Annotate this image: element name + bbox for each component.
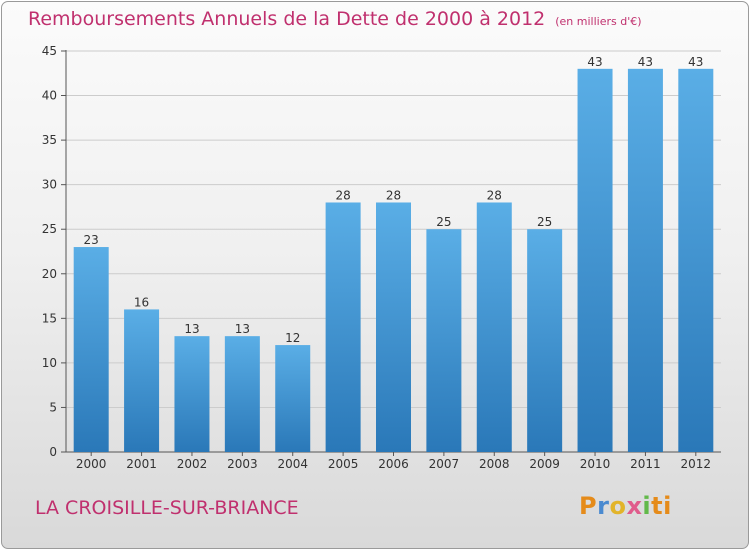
proxiti-logo: Proxiti [579,492,672,520]
bar [527,229,563,452]
commune-name: LA CROISILLE-SUR-BRIANCE [35,497,299,519]
bar [73,247,109,452]
unit-note: (en milliers d'€) [555,15,642,28]
y-tick-label: 5 [49,400,57,414]
y-tick-label: 25 [42,222,57,236]
brand-letter: i [663,492,672,520]
brand-letter: P [579,492,598,520]
x-tick-label: 2009 [529,457,560,471]
x-tick-label: 2011 [630,457,661,471]
x-tick-label: 2004 [277,457,308,471]
brand-letter: o [609,492,627,520]
x-tick-label: 2002 [177,457,208,471]
x-tick-label: 2008 [479,457,510,471]
data-label: 12 [285,331,300,345]
x-tick-label: 2001 [126,457,157,471]
data-label: 13 [235,322,250,336]
y-tick-label: 45 [42,44,57,58]
y-tick-label: 0 [49,445,57,459]
data-label: 28 [487,188,502,202]
bar [124,309,160,452]
brand-letter: i [642,492,652,520]
brand-letter: t [651,492,664,520]
y-tick-label: 15 [42,311,57,325]
bar [678,68,714,453]
brand-letter: r [597,492,610,520]
x-tick-label: 2010 [580,457,611,471]
bar [627,68,663,453]
x-tick-label: 2012 [681,457,712,471]
x-tick-label: 2005 [328,457,359,471]
chart-title: Remboursements Annuels de la Dette de 20… [28,8,546,30]
y-tick-label: 20 [42,267,57,281]
data-label: 25 [436,215,451,229]
brand-letter: x [626,492,643,520]
y-tick-label: 30 [42,178,57,192]
x-tick-label: 2006 [378,457,409,471]
x-tick-label: 2003 [227,457,258,471]
bar [275,345,311,452]
data-label: 23 [84,233,99,247]
data-label: 16 [134,295,149,309]
bar [224,336,260,452]
data-label: 28 [386,188,401,202]
bar [426,229,462,452]
bar [174,336,210,452]
data-label: 25 [537,215,552,229]
bar [577,68,613,453]
bar [476,202,512,452]
y-tick-label: 35 [42,133,57,147]
data-label: 43 [587,55,602,69]
bar [325,202,361,452]
x-tick-label: 2007 [429,457,460,471]
bars [73,68,714,453]
data-label: 43 [688,55,703,69]
bar [376,202,411,452]
data-label: 13 [184,322,199,336]
title-row: Remboursements Annuels de la Dette de 20… [28,8,642,30]
data-label: 28 [335,188,350,202]
x-tick-label: 2000 [76,457,107,471]
data-label: 43 [638,55,653,69]
y-tick-label: 40 [42,89,57,103]
data-labels: 23 16 13 13 12 28 28 25 28 25 43 43 43 [84,55,704,345]
y-tick-label: 10 [42,356,57,370]
